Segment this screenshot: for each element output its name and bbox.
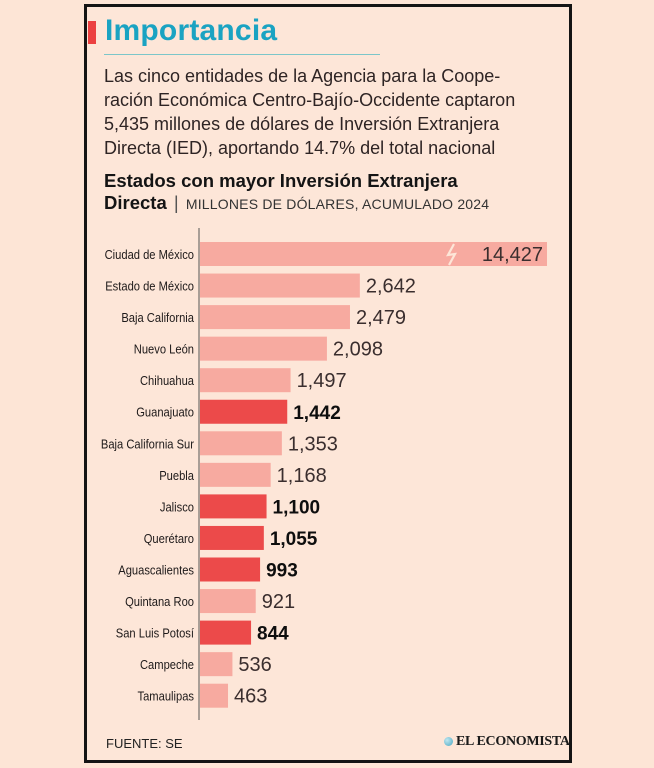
chart-title-line1: Estados con mayor Inversión Extranjera [104, 170, 458, 191]
category-label: Nuevo León [134, 342, 194, 357]
value-label: 921 [262, 591, 295, 613]
bar [200, 368, 291, 393]
intro-paragraph: Las cinco entidades de la Agencia para l… [104, 64, 554, 160]
category-label: Querétaro [144, 531, 195, 546]
chart-title-block: Estados con mayor Inversión Extranjera D… [104, 170, 554, 215]
value-label: 1,168 [277, 465, 327, 487]
chart-subtitle: MILLONES DE DÓLARES, ACUMULADO 2024 [185, 196, 490, 212]
value-label: 2,098 [333, 339, 383, 361]
bar [200, 557, 261, 582]
category-label: Estado de México [105, 279, 194, 294]
value-label: 2,479 [356, 307, 406, 329]
category-label: Aguascalientes [118, 563, 194, 578]
category-label: Baja California [121, 310, 194, 325]
category-label: Guanajuato [136, 405, 194, 420]
value-label: 14,427 [482, 244, 543, 266]
category-label: Jalisco [160, 500, 194, 515]
title-underline [104, 54, 380, 55]
category-label: Puebla [159, 468, 194, 483]
globe-icon [444, 737, 453, 746]
bar [200, 589, 256, 614]
value-label: 2,642 [366, 276, 416, 298]
category-label: Chihuahua [140, 373, 194, 388]
brand-name: EL ECONOMISTA [456, 734, 570, 749]
bar [200, 431, 282, 456]
title-accent-bar [88, 21, 96, 44]
category-label: Campeche [140, 657, 194, 672]
intro-line: Directa (IED), aportando 14.7% del total… [104, 138, 496, 158]
value-label: 993 [266, 561, 298, 582]
source-note: FUENTE: SE [106, 736, 183, 751]
axis-break-icon [445, 243, 458, 266]
title-separator: | [168, 192, 184, 213]
value-label: 536 [238, 654, 271, 676]
bar [200, 462, 271, 487]
category-label: Baja California Sur [101, 437, 194, 452]
value-label: 844 [257, 624, 289, 645]
bar [200, 273, 360, 298]
intro-line: 5,435 millones de dólares de Inversión E… [104, 114, 500, 134]
category-label: Ciudad de México [105, 247, 195, 262]
bar [200, 620, 252, 645]
infographic-frame [84, 4, 572, 763]
page-title: Importancia [105, 14, 278, 47]
intro-line: Las cinco entidades de la Agencia para l… [104, 66, 501, 86]
category-label: Quintana Roo [125, 594, 194, 609]
value-label: 463 [234, 686, 267, 708]
value-label: 1,497 [297, 370, 347, 392]
bar [200, 494, 267, 519]
bar [200, 305, 350, 330]
bar [200, 683, 229, 708]
intro-line: ración Económica Centro-Bajío-Occidente … [104, 90, 516, 110]
bar [200, 399, 288, 424]
category-label: Tamaulipas [138, 689, 194, 704]
category-label: San Luis Potosí [116, 626, 195, 641]
brand-logo: EL ECONOMISTA [444, 734, 570, 750]
bar [200, 242, 547, 266]
chart-title-rest: Directa [104, 192, 167, 213]
chart-title-line2: Directa | MILLONES DE DÓLARES, ACUMULADO… [104, 192, 554, 215]
bar [200, 336, 327, 361]
value-label: 1,055 [270, 529, 318, 550]
bar [200, 525, 264, 550]
value-label: 1,442 [293, 403, 341, 424]
value-label: 1,353 [288, 433, 338, 455]
value-label: 1,100 [273, 497, 321, 518]
bar [200, 652, 233, 677]
